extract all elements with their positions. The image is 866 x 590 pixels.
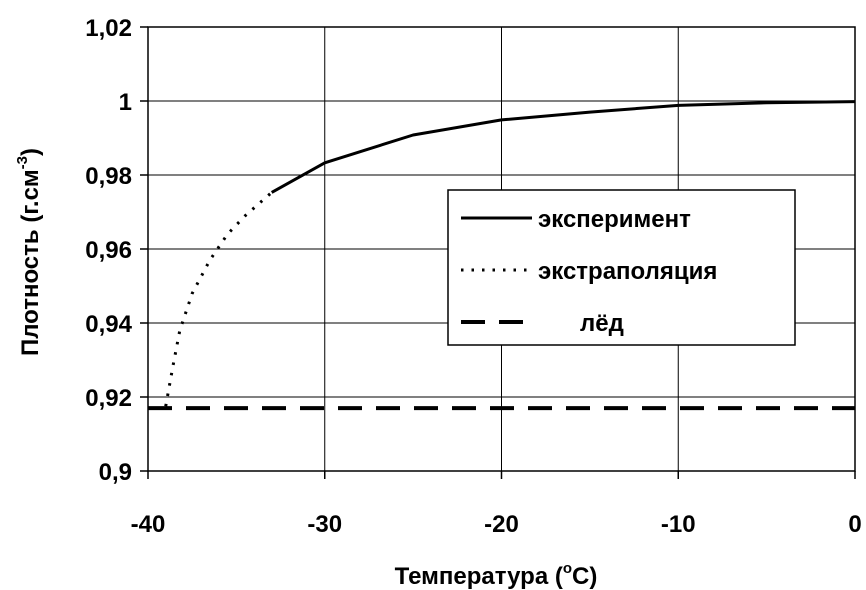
y-tick-label: 0,9 <box>99 459 132 486</box>
y-tick-label: 1 <box>119 89 132 116</box>
x-tick-labels: -40 -30 -20 -10 0 <box>131 511 862 538</box>
legend-label-ice: лёд <box>580 310 624 337</box>
series-line-1 <box>166 192 272 406</box>
x-axis-title: Температура (oC) <box>395 560 598 590</box>
x-tick-label: -20 <box>484 511 519 538</box>
legend-label-extrapolation: экстраполяция <box>538 258 717 285</box>
y-tick-label: 1,02 <box>85 15 132 42</box>
y-tick-label: 0,92 <box>85 385 132 412</box>
x-tick-label: -40 <box>131 511 166 538</box>
y-tick-label: 0,98 <box>85 163 132 190</box>
x-tick-label: -30 <box>307 511 342 538</box>
y-tick-label: 0,96 <box>85 237 132 264</box>
legend: эксперимент экстраполяция лёд <box>448 190 795 345</box>
series-line-0 <box>272 102 855 193</box>
legend-label-experiment: эксперимент <box>538 206 691 233</box>
y-tick-label: 0,94 <box>85 311 132 338</box>
y-tick-labels: 0,9 0,92 0,94 0,96 0,98 1 1,02 <box>85 15 132 486</box>
x-tick-label: 0 <box>848 511 861 538</box>
y-axis-title: Плотность (г.см-3) <box>14 148 44 356</box>
x-tick-label: -10 <box>661 511 696 538</box>
